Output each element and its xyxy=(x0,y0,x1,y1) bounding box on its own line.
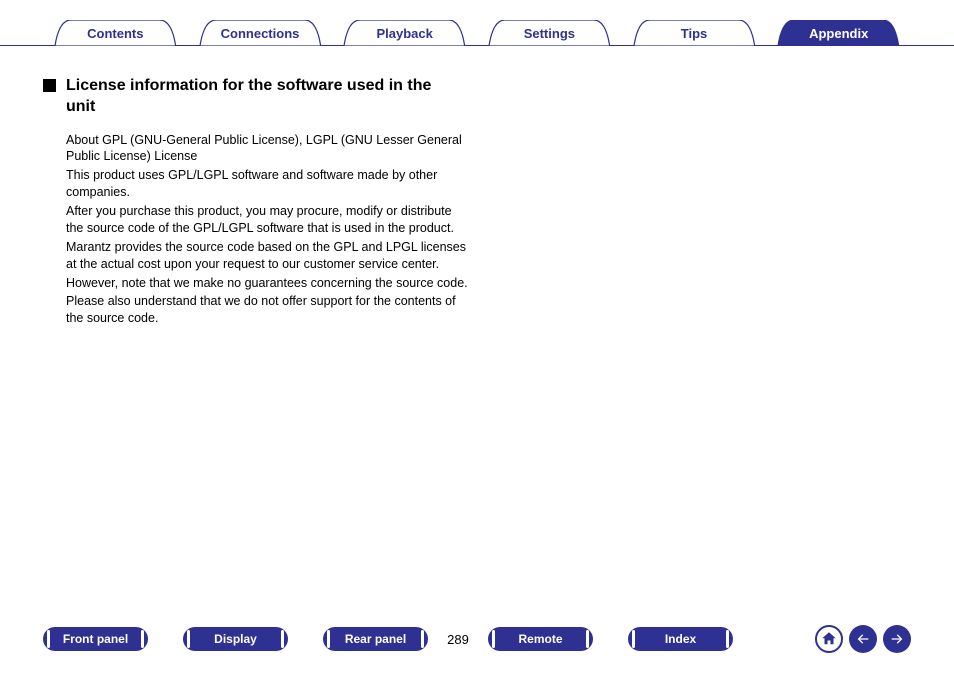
button-label: Display xyxy=(214,632,257,646)
display-button[interactable]: Display xyxy=(183,627,288,651)
paragraph: Please also understand that we do not of… xyxy=(66,293,471,327)
button-label: Rear panel xyxy=(345,632,406,646)
index-button[interactable]: Index xyxy=(628,627,733,651)
prev-button[interactable] xyxy=(849,625,877,653)
paragraph: Marantz provides the source code based o… xyxy=(66,239,471,273)
tab-contents[interactable]: Contents xyxy=(43,20,188,46)
paragraph: This product uses GPL/LGPL software and … xyxy=(66,167,471,201)
paragraph: About GPL (GNU-General Public License), … xyxy=(66,132,471,166)
rear-panel-button[interactable]: Rear panel xyxy=(323,627,428,651)
tab-settings[interactable]: Settings xyxy=(477,20,622,46)
tab-tips[interactable]: Tips xyxy=(622,20,767,46)
arrow-right-icon xyxy=(889,631,905,647)
heading-bullet-icon xyxy=(43,79,56,92)
next-button[interactable] xyxy=(883,625,911,653)
tab-connections[interactable]: Connections xyxy=(188,20,333,46)
button-label: Remote xyxy=(518,632,562,646)
tab-label: Appendix xyxy=(809,26,868,41)
tab-appendix[interactable]: Appendix xyxy=(766,20,911,46)
body-text: About GPL (GNU-General Public License), … xyxy=(66,132,471,328)
arrow-left-icon xyxy=(855,631,871,647)
tab-label: Settings xyxy=(524,26,575,41)
page-number: 289 xyxy=(428,632,488,647)
page-content: License information for the software use… xyxy=(0,46,954,327)
tab-label: Playback xyxy=(376,26,432,41)
button-label: Front panel xyxy=(63,632,128,646)
paragraph: However, note that we make no guarantees… xyxy=(66,275,471,292)
home-icon xyxy=(820,630,838,648)
paragraph: After you purchase this product, you may… xyxy=(66,203,471,237)
tab-label: Connections xyxy=(221,26,300,41)
tab-label: Tips xyxy=(681,26,708,41)
tab-playback[interactable]: Playback xyxy=(332,20,477,46)
page-heading: License information for the software use… xyxy=(66,76,456,118)
button-label: Index xyxy=(665,632,696,646)
bottom-nav-bar: Front panel Display Rear panel 289 Remot… xyxy=(0,625,954,653)
top-tab-bar: Contents Connections Playback Settings T… xyxy=(0,0,954,46)
remote-button[interactable]: Remote xyxy=(488,627,593,651)
tab-label: Contents xyxy=(87,26,143,41)
front-panel-button[interactable]: Front panel xyxy=(43,627,148,651)
home-button[interactable] xyxy=(815,625,843,653)
